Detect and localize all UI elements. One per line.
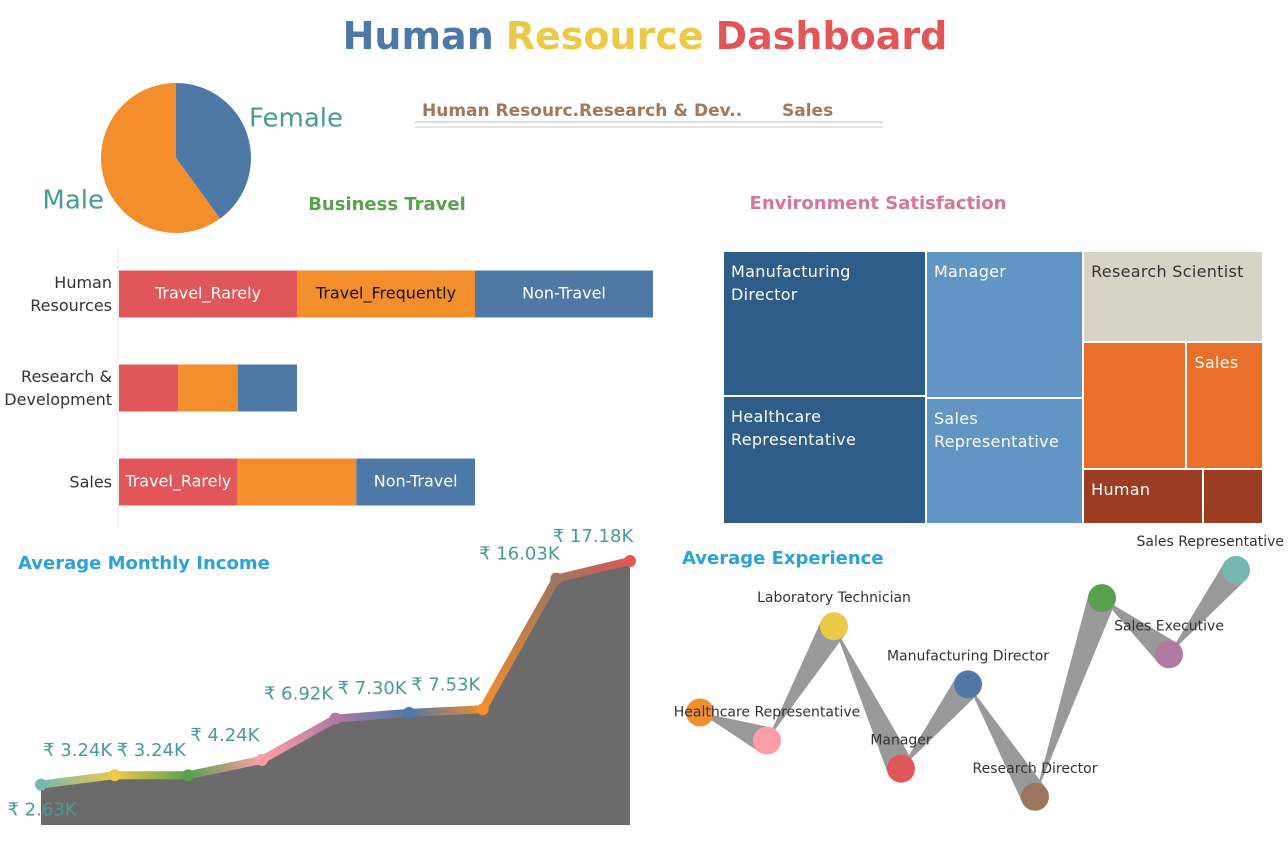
filter-option: Research & Dev..	[579, 101, 742, 121]
node	[1155, 640, 1183, 669]
treemap-tile: Sales	[1186, 342, 1263, 469]
bar-segment	[119, 458, 238, 506]
bar-segment	[475, 270, 653, 318]
line-segment	[331, 708, 414, 723]
treemap-tile	[1203, 468, 1263, 524]
value-label: ₹ 7.53K	[411, 674, 481, 695]
value-label: ₹ 7.30K	[338, 678, 408, 699]
connector	[767, 619, 847, 741]
value-label: ₹ 2.63K	[7, 800, 77, 821]
value-label: ₹ 16.03K	[479, 544, 561, 565]
node	[1222, 556, 1250, 584]
node	[1088, 584, 1116, 613]
bar-segment	[119, 364, 179, 412]
point	[255, 753, 268, 766]
line-segment	[37, 771, 119, 789]
segment-label: Non-Travel	[374, 472, 458, 491]
node	[954, 670, 982, 699]
pie-label: Male	[42, 186, 104, 216]
bar-segment	[297, 270, 475, 318]
node	[1021, 782, 1049, 811]
chart-title: Average Experience	[682, 548, 884, 569]
title-word: Dashboard	[716, 14, 948, 58]
connector	[968, 684, 1048, 804]
bar-segment	[237, 458, 357, 506]
value-label: ₹ 3.24K	[43, 740, 113, 761]
connector	[834, 626, 914, 775]
pie-label: Female	[249, 104, 343, 134]
point	[624, 555, 636, 567]
line-segment	[257, 714, 340, 764]
title-word: Human	[343, 14, 494, 58]
node-label: Sales Representative	[1137, 534, 1285, 550]
bar-segment	[119, 270, 297, 318]
area	[41, 561, 630, 825]
node-label: Sales Executive	[1114, 618, 1224, 634]
filter-option: Human Resourc..	[422, 101, 585, 121]
treemap-tile	[1083, 342, 1187, 469]
treemap-tile: Manufacturing Director	[723, 251, 926, 396]
title-word: Resource	[506, 14, 704, 58]
filter-option: Sales	[782, 101, 833, 121]
line-segment	[552, 557, 634, 583]
line-segment	[405, 705, 487, 717]
value-label: ₹ 3.24K	[117, 740, 187, 761]
point	[35, 778, 47, 791]
treemap-tile: Healthcare Representative	[723, 395, 926, 524]
line-segment	[184, 755, 266, 780]
treemap-tile: Human	[1083, 468, 1204, 524]
segment-label: Travel_Rarely	[154, 284, 261, 304]
dashboard-title: Human Resource Dashboard	[343, 14, 948, 58]
connector	[1035, 593, 1116, 797]
node-label: Manager	[870, 733, 932, 749]
connector	[901, 675, 979, 769]
category-label: Human Resources	[30, 273, 112, 315]
bar-segment	[356, 458, 475, 506]
value-label: ₹ 17.18K	[553, 526, 635, 547]
point	[403, 706, 416, 719]
pie-slice	[176, 83, 252, 219]
bar-segment	[237, 364, 297, 412]
node-label: Laboratory Technician	[757, 590, 911, 606]
line-segment	[478, 574, 561, 714]
connector	[1169, 561, 1247, 655]
value-label: ₹ 6.92K	[264, 684, 334, 705]
segment-label: Travel_Rarely	[124, 472, 231, 492]
node	[820, 612, 848, 641]
node	[753, 726, 781, 755]
value-label: ₹ 4.24K	[190, 725, 260, 746]
category-label: Sales	[69, 472, 112, 492]
point	[108, 769, 121, 782]
node	[686, 698, 714, 727]
pie-slice	[101, 82, 221, 233]
node	[887, 754, 915, 783]
point	[182, 769, 195, 782]
node-label: Research Director	[973, 761, 1098, 777]
treemap-tile: Sales Representative	[925, 398, 1084, 524]
point	[550, 572, 563, 585]
segment-label: Travel_Frequently	[315, 284, 456, 304]
category-label: Research & Development	[4, 367, 112, 409]
node-label: Manufacturing Director	[887, 648, 1049, 664]
chart-title: Average Monthly Income	[18, 553, 270, 574]
segment-label: Non-Travel	[522, 284, 606, 303]
node-label: Healthcare Representative	[674, 705, 861, 721]
point	[329, 712, 342, 725]
chart-title: Environment Satisfaction	[750, 193, 1007, 214]
treemap-tile: Research Scientist	[1083, 251, 1263, 343]
chart-title: Business Travel	[308, 194, 466, 215]
treemap-tile: Manager	[925, 251, 1084, 398]
point	[476, 703, 489, 716]
bar-segment	[178, 364, 238, 412]
